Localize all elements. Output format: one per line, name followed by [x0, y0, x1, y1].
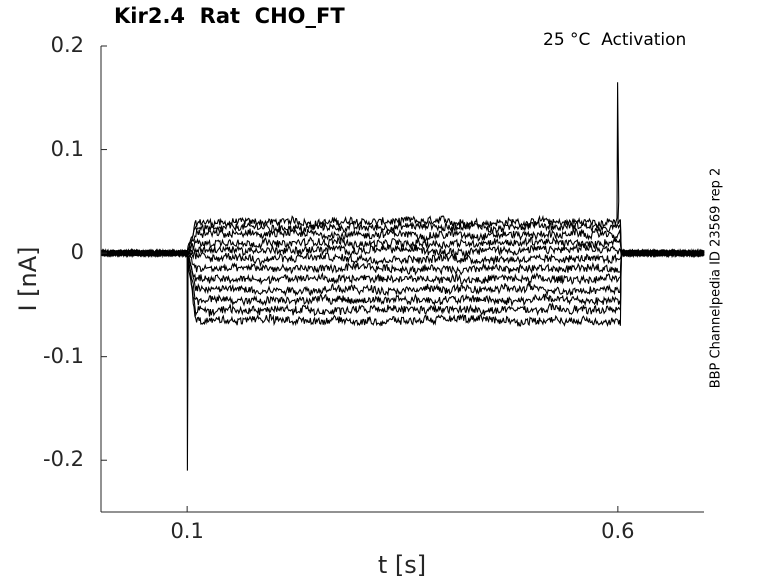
current-trace-9	[100, 248, 705, 297]
x-tick-label: 0.6	[601, 519, 635, 543]
x-tick-label: 0.1	[170, 519, 204, 543]
y-tick-label: -0.1	[43, 343, 84, 368]
current-trace-10	[101, 248, 705, 308]
current-trace-5	[100, 243, 705, 259]
x-axis-label: t [s]	[377, 551, 427, 579]
y-tick-label: 0.2	[50, 33, 84, 57]
y-tick-label: -0.2	[43, 447, 84, 472]
current-trace-2	[100, 218, 705, 259]
source-label: BBP Channelpedia ID 23569 rep 2	[708, 167, 724, 389]
current-trace-11	[100, 248, 705, 317]
y-tick-label: 0	[70, 240, 84, 265]
trace-group	[100, 82, 705, 471]
current-trace-8	[100, 248, 705, 286]
chart-title: Kir2.4 Rat CHO_FT	[114, 4, 345, 28]
temperature-annotation: 25 °C Activation	[543, 30, 687, 50]
axes	[100, 45, 704, 513]
current-trace-7	[100, 248, 705, 276]
current-trace-4	[100, 235, 705, 258]
current-trace-3	[100, 227, 705, 258]
y-tick-label: 0.1	[50, 136, 84, 161]
current-trace-12	[100, 247, 705, 327]
current-trace-6	[100, 248, 705, 268]
current-trace-1	[100, 82, 705, 471]
